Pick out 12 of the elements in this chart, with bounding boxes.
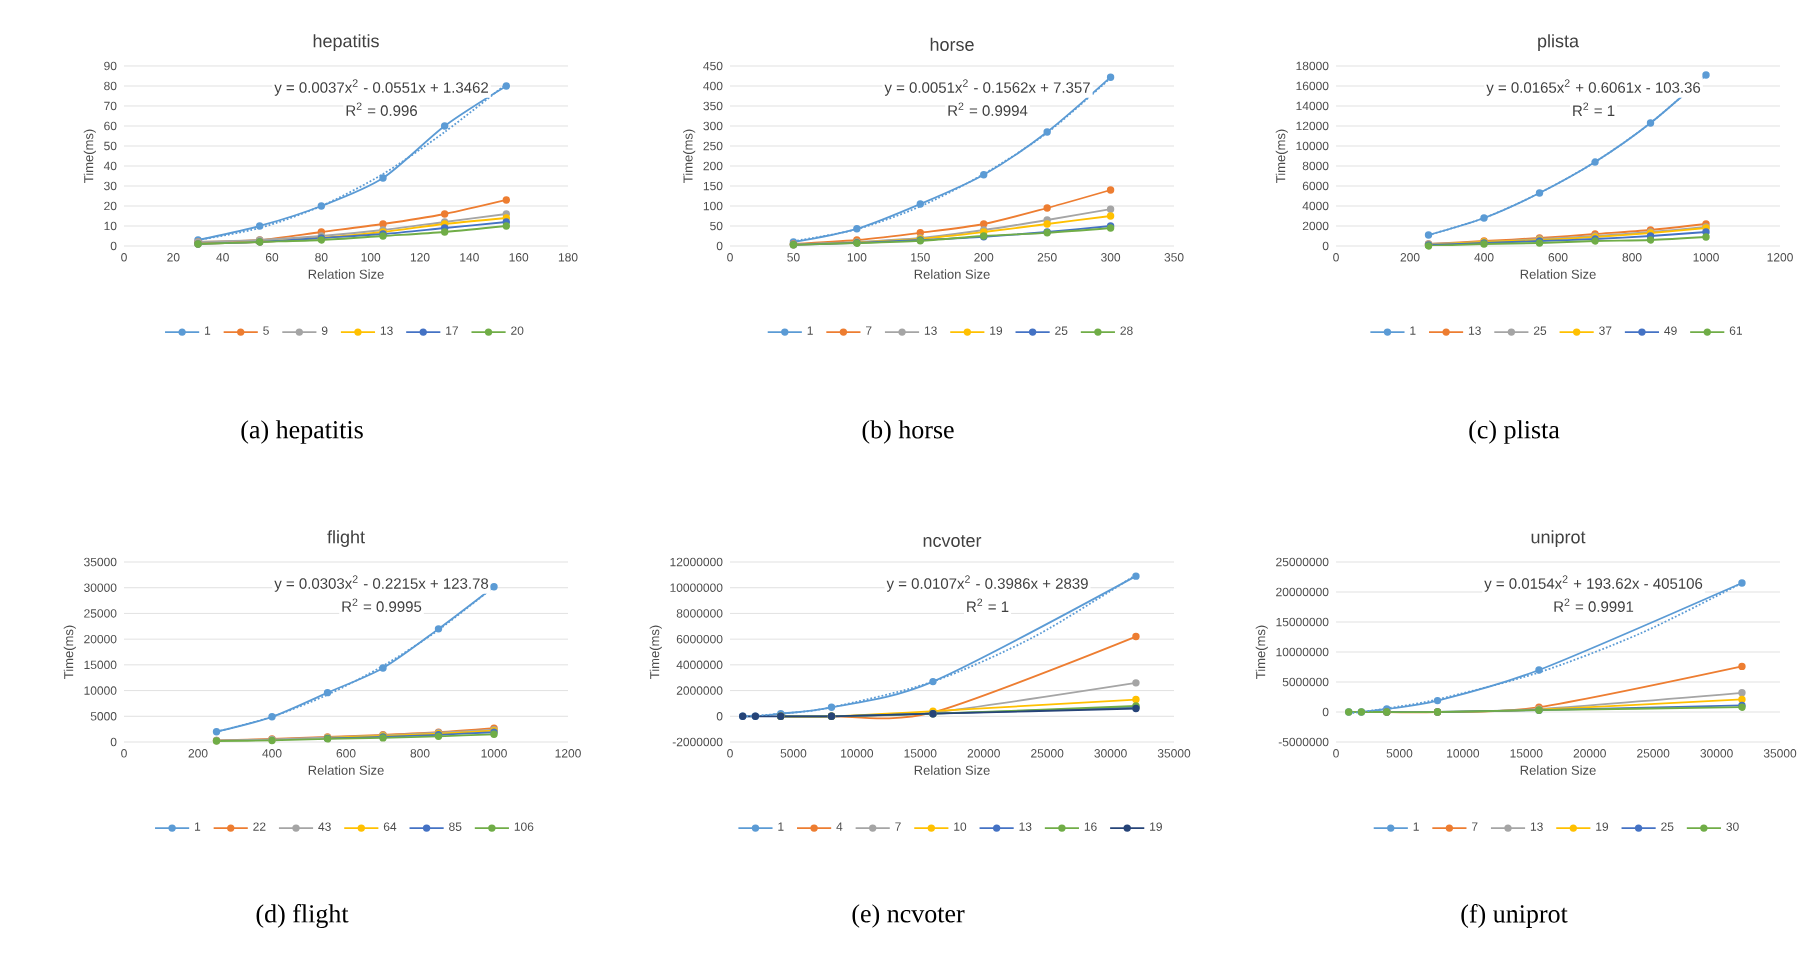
- chart-title: flight: [327, 530, 365, 547]
- text: (a) hepatitis: [241, 420, 363, 444]
- chart-title: plista: [1538, 34, 1580, 51]
- text: (f) uniprot: [1461, 904, 1568, 928]
- text: (d) flight: [256, 904, 349, 928]
- chart-title: uniprot: [1531, 530, 1586, 547]
- text: (e) ncvoter: [852, 904, 965, 928]
- text: (c) plista: [1469, 420, 1560, 444]
- chart-title: hepatitis: [313, 34, 379, 51]
- chart-title: ncvoter: [923, 535, 982, 547]
- text: (b) horse: [862, 420, 954, 444]
- chart-title: horse: [930, 37, 974, 51]
